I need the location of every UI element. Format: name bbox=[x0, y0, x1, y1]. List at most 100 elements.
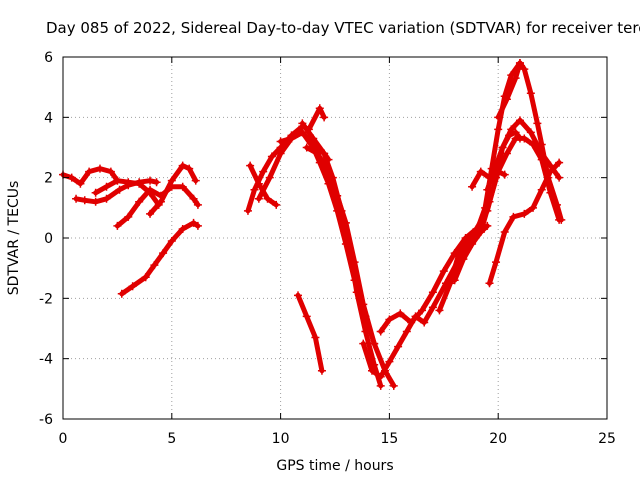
data-point bbox=[167, 237, 176, 246]
y-tick-label: 0 bbox=[44, 231, 53, 247]
data-point bbox=[485, 173, 494, 182]
data-point bbox=[259, 167, 268, 176]
axis-ticks: 0 5 10 15 20 25 -6 -4 -2 0 2 4 6 bbox=[39, 50, 616, 447]
data-point bbox=[67, 173, 76, 182]
data-point bbox=[498, 143, 507, 152]
data-point bbox=[389, 381, 398, 390]
data-point bbox=[178, 224, 187, 233]
data-point bbox=[520, 209, 529, 218]
data-point bbox=[117, 289, 126, 298]
data-point bbox=[428, 303, 437, 312]
data-point bbox=[502, 95, 511, 104]
data-point bbox=[246, 161, 255, 170]
data-point bbox=[537, 149, 546, 158]
data-point bbox=[178, 161, 187, 170]
data-point bbox=[485, 197, 494, 206]
data-point bbox=[439, 267, 448, 276]
data-point bbox=[328, 173, 337, 182]
data-point bbox=[376, 327, 385, 336]
data-point bbox=[367, 366, 376, 375]
data-point bbox=[402, 327, 411, 336]
data-point bbox=[102, 194, 111, 203]
data-point bbox=[193, 200, 202, 209]
data-point bbox=[537, 185, 546, 194]
data-point bbox=[476, 167, 485, 176]
data-point bbox=[243, 206, 252, 215]
data-point bbox=[150, 261, 159, 270]
data-point bbox=[91, 188, 100, 197]
chart-title: Day 085 of 2022, Sidereal Day-to-day VTE… bbox=[46, 19, 640, 37]
series-arc-21 bbox=[468, 167, 509, 191]
data-point bbox=[468, 240, 477, 249]
data-point bbox=[494, 167, 503, 176]
data-point bbox=[376, 372, 385, 381]
y-tick-label: -6 bbox=[39, 412, 53, 428]
data-point bbox=[95, 164, 104, 173]
data-point bbox=[420, 318, 429, 327]
data-point bbox=[152, 178, 161, 187]
data-point bbox=[146, 176, 155, 185]
data-point bbox=[106, 167, 115, 176]
data-point bbox=[189, 194, 198, 203]
data-point bbox=[396, 309, 405, 318]
data-point bbox=[250, 185, 259, 194]
data-point bbox=[529, 203, 538, 212]
data-point bbox=[500, 170, 509, 179]
data-point bbox=[385, 357, 394, 366]
data-point bbox=[520, 65, 529, 74]
y-tick-label: -4 bbox=[39, 352, 53, 368]
y-axis-label: SDTVAR / TECUs bbox=[6, 181, 22, 296]
series-arc-6 bbox=[117, 218, 202, 298]
data-point bbox=[191, 176, 200, 185]
data-point bbox=[311, 333, 320, 342]
series-line bbox=[295, 292, 325, 374]
data-point bbox=[115, 185, 124, 194]
data-point bbox=[276, 149, 285, 158]
data-point bbox=[146, 185, 155, 194]
data-point bbox=[450, 276, 459, 285]
data-point bbox=[287, 134, 296, 143]
data-point bbox=[509, 212, 518, 221]
data-point bbox=[309, 134, 318, 143]
data-point bbox=[494, 125, 503, 134]
series-line bbox=[147, 163, 199, 217]
data-point bbox=[370, 339, 379, 348]
data-point bbox=[193, 221, 202, 230]
y-tick-label: 6 bbox=[44, 50, 53, 66]
data-point bbox=[526, 128, 535, 137]
data-point bbox=[483, 185, 492, 194]
data-point bbox=[346, 249, 355, 258]
data-point bbox=[511, 134, 520, 143]
y-tick-label: 2 bbox=[44, 171, 53, 187]
data-point bbox=[463, 237, 472, 246]
data-point bbox=[189, 218, 198, 227]
data-point bbox=[555, 158, 564, 167]
y-tick-label: -2 bbox=[39, 291, 53, 307]
data-point bbox=[128, 282, 137, 291]
y-tick-label: 4 bbox=[44, 110, 53, 126]
data-point bbox=[178, 182, 187, 191]
data-point bbox=[124, 212, 133, 221]
data-point bbox=[254, 179, 263, 188]
data-point bbox=[113, 176, 122, 185]
data-point bbox=[494, 113, 503, 122]
data-point bbox=[85, 167, 94, 176]
series-arc-13 bbox=[294, 291, 326, 375]
data-point bbox=[515, 59, 524, 68]
series-arc-5 bbox=[146, 161, 200, 218]
data-point bbox=[102, 182, 111, 191]
data-point bbox=[185, 164, 194, 173]
data-point bbox=[267, 152, 276, 161]
data-point bbox=[459, 255, 468, 264]
data-point bbox=[265, 173, 274, 182]
data-point bbox=[515, 116, 524, 125]
data-point bbox=[511, 74, 520, 83]
data-point bbox=[435, 306, 444, 315]
data-point bbox=[492, 258, 501, 267]
data-point bbox=[407, 318, 416, 327]
data-point bbox=[167, 176, 176, 185]
data-point bbox=[557, 215, 566, 224]
data-point bbox=[124, 178, 133, 187]
data-point bbox=[159, 249, 168, 258]
